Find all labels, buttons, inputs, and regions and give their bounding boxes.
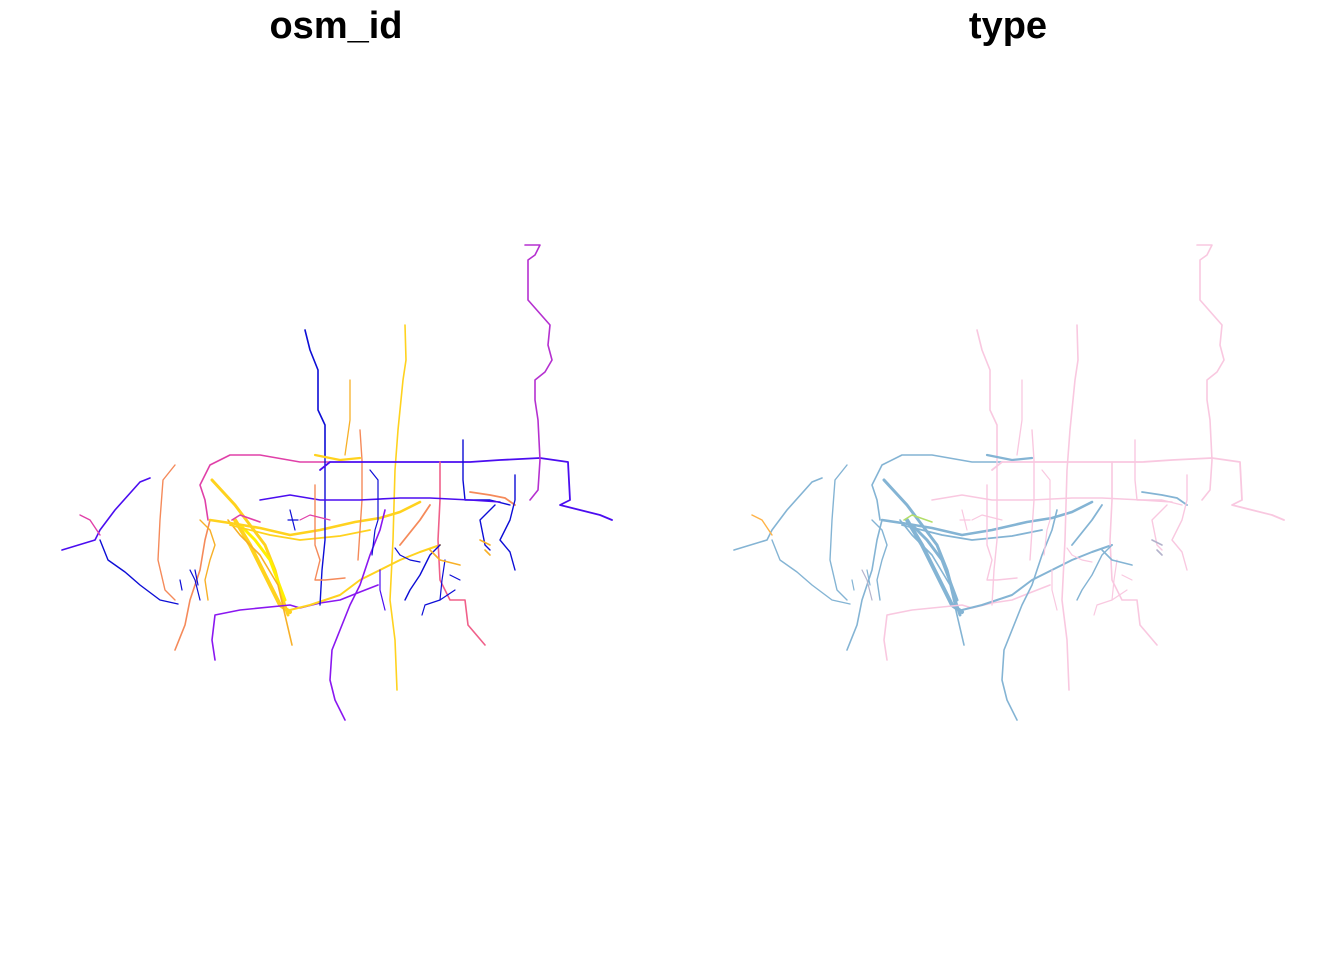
type-line-33 xyxy=(1111,574,1133,601)
type-line-15 xyxy=(961,544,1113,611)
type-line-8 xyxy=(882,478,962,617)
osm-id-line-2 xyxy=(79,514,101,536)
type-line-40 xyxy=(871,519,888,601)
type-line-30 xyxy=(1071,504,1103,546)
map-type xyxy=(733,244,1285,721)
osm-id-line-27 xyxy=(469,491,516,506)
osm-id-line-18 xyxy=(319,454,326,606)
osm-id-line-24 xyxy=(524,244,553,501)
osm-id-line-38 xyxy=(314,484,346,581)
osm-id-line-41 xyxy=(379,569,386,611)
osm-id-line-6 xyxy=(179,569,199,591)
type-line-4 xyxy=(846,519,883,651)
type-line-32 xyxy=(1093,559,1118,616)
type-line-29 xyxy=(1171,474,1188,571)
osm-id-line-44 xyxy=(231,514,261,523)
osm-id-line-39 xyxy=(369,469,379,556)
type-line-38 xyxy=(986,484,1018,581)
osm-id-line-33 xyxy=(439,574,461,601)
type-line-41 xyxy=(1051,569,1058,611)
osm-id-line-14 xyxy=(211,584,379,661)
osm-id-line-23 xyxy=(319,457,613,521)
type-line-42 xyxy=(1066,547,1093,563)
osm-id-line-42 xyxy=(394,547,421,563)
osm-id-line-4 xyxy=(174,519,211,651)
map-osm-id xyxy=(61,244,613,721)
osm-id-line-28 xyxy=(479,504,496,551)
type-line-0 xyxy=(733,477,823,551)
osm-id-line-21 xyxy=(357,429,363,561)
type-line-36 xyxy=(931,494,1173,503)
osm-id-line-31 xyxy=(404,544,441,601)
type-line-27 xyxy=(1141,491,1188,506)
osm-id-line-22 xyxy=(313,453,362,462)
osm-id-line-25 xyxy=(437,461,486,646)
type-line-13 xyxy=(901,524,1043,541)
osm-id-line-16 xyxy=(329,509,386,721)
osm-id-line-13 xyxy=(229,524,371,541)
panel-title-type: type xyxy=(968,5,1048,47)
osm-id-line-8 xyxy=(210,478,290,617)
osm-id-line-35 xyxy=(479,539,491,556)
type-line-18 xyxy=(991,454,998,606)
type-line-24 xyxy=(1196,244,1225,501)
osm-id-line-3 xyxy=(157,464,176,601)
type-line-19 xyxy=(1016,379,1023,456)
osm-id-line-17 xyxy=(304,329,326,456)
type-line-23 xyxy=(991,457,1285,521)
type-line-1 xyxy=(771,539,851,605)
osm-id-line-34 xyxy=(429,549,461,566)
osm-id-line-20 xyxy=(389,324,407,691)
type-line-34 xyxy=(1101,549,1133,566)
osm-id-line-40 xyxy=(199,519,216,601)
osm-id-line-1 xyxy=(99,539,179,605)
type-line-5 xyxy=(861,569,873,601)
type-line-31 xyxy=(1076,544,1113,601)
type-line-14 xyxy=(883,584,1051,661)
type-line-43 xyxy=(971,514,1003,521)
osm-id-line-37 xyxy=(287,509,299,531)
osm-id-line-29 xyxy=(499,474,516,571)
type-line-7 xyxy=(871,454,1003,521)
osm-id-line-30 xyxy=(399,504,431,546)
osm-id-line-32 xyxy=(421,559,446,616)
type-line-21 xyxy=(1029,429,1035,561)
type-line-28 xyxy=(1151,504,1168,551)
osm-id-line-43 xyxy=(299,514,331,521)
osm-id-line-19 xyxy=(344,379,351,456)
type-line-35 xyxy=(1151,539,1163,556)
osm-id-line-15 xyxy=(289,544,441,611)
osm-id-line-0 xyxy=(61,477,151,551)
osm-id-line-7 xyxy=(199,454,331,521)
type-line-17 xyxy=(976,329,998,456)
type-line-20 xyxy=(1061,324,1079,691)
osm-id-line-10 xyxy=(238,523,287,602)
type-line-6 xyxy=(851,569,871,591)
type-line-44 xyxy=(903,514,933,523)
type-line-3 xyxy=(829,464,848,601)
type-line-37 xyxy=(959,509,971,531)
panel-title-osm-id: osm_id xyxy=(269,5,403,47)
type-line-2 xyxy=(751,514,773,536)
type-line-39 xyxy=(1041,469,1051,556)
type-line-16 xyxy=(1001,509,1058,721)
type-line-22 xyxy=(985,453,1034,462)
osm-id-line-5 xyxy=(189,569,201,601)
osm-id-line-36 xyxy=(259,494,501,503)
type-line-10 xyxy=(910,523,959,602)
type-line-25 xyxy=(1109,461,1158,646)
